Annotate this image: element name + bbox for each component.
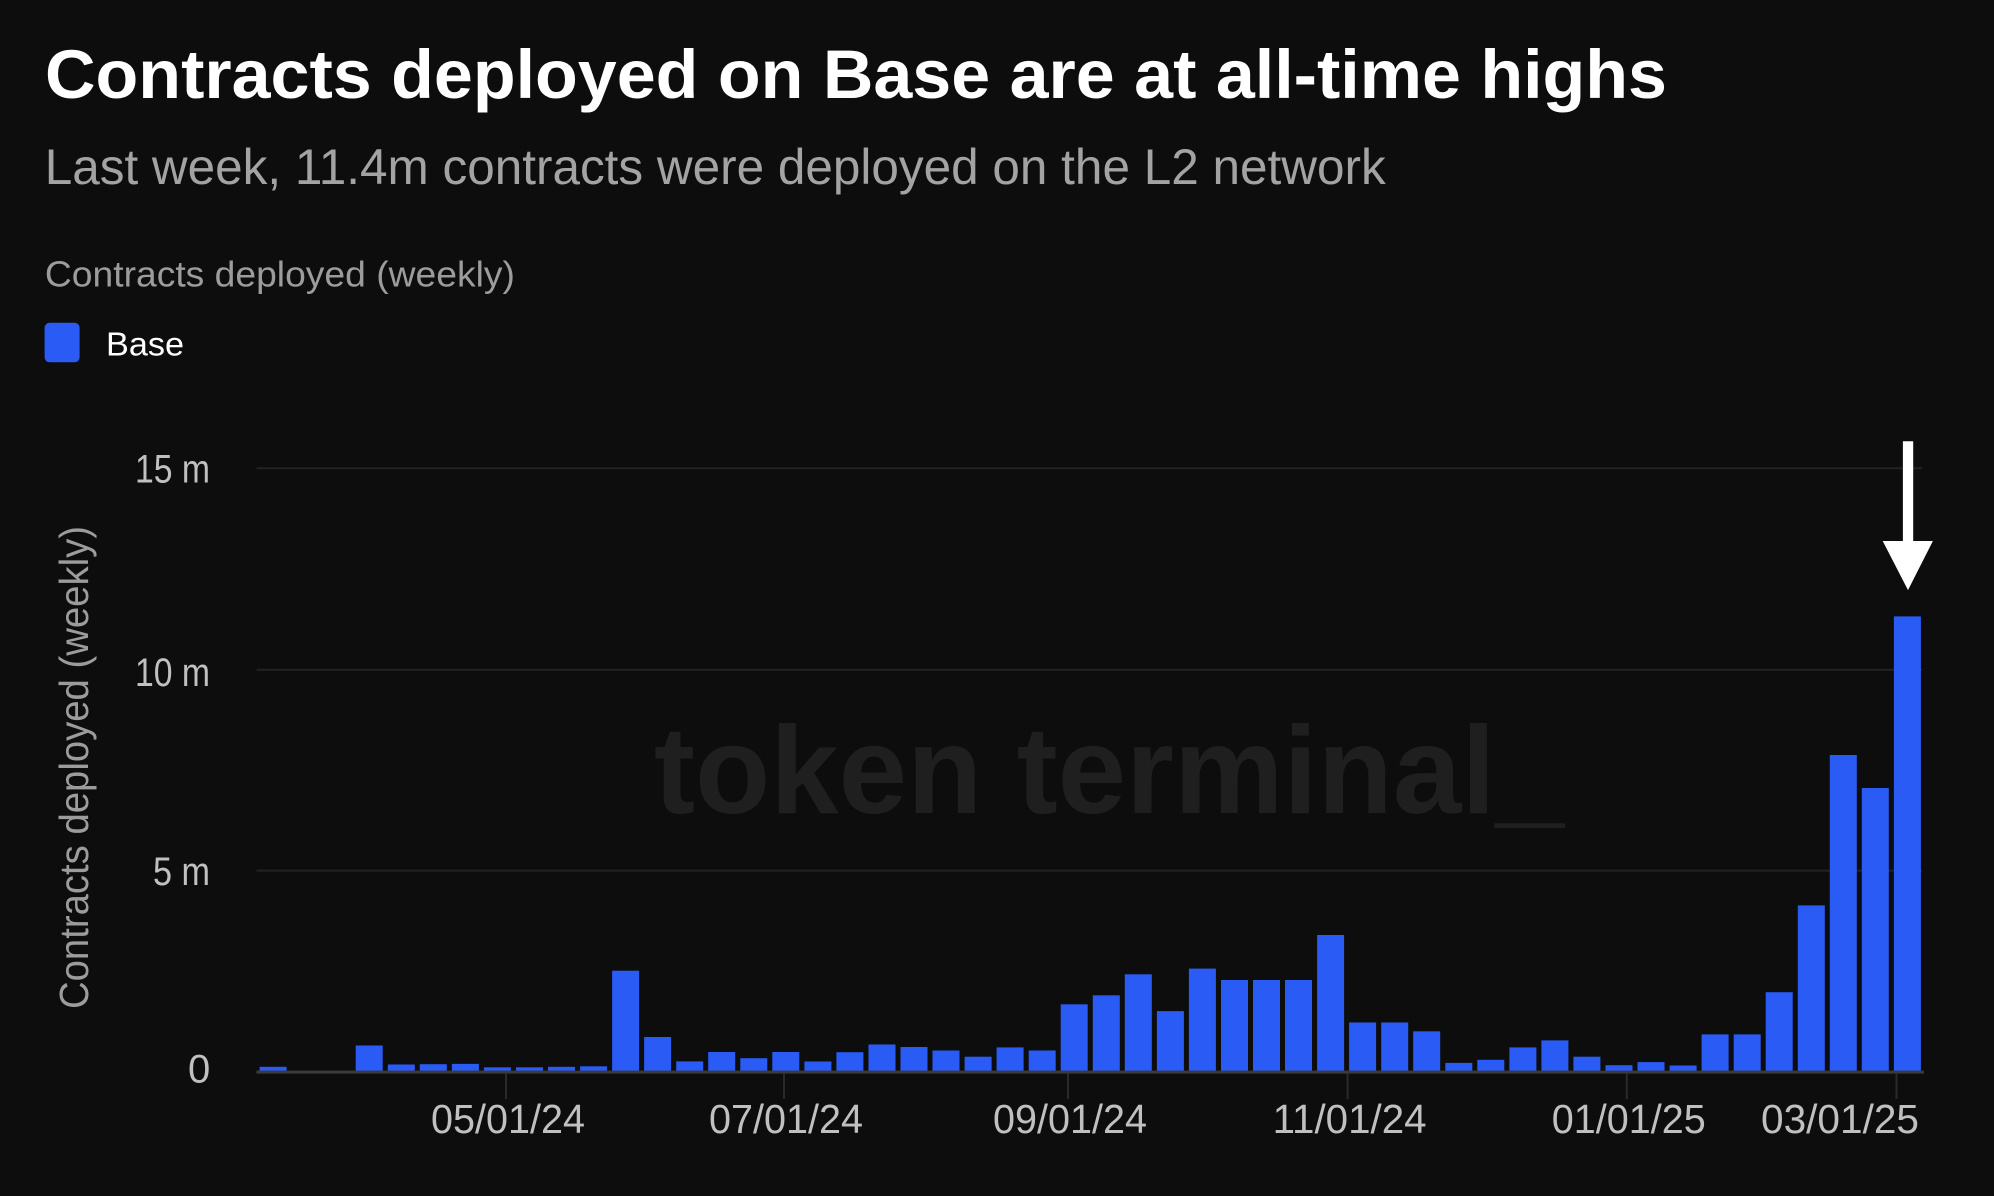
svg-text:Last week, 11.4m contracts wer: Last week, 11.4m contracts were deployed…	[45, 139, 1387, 195]
svg-text:5 m: 5 m	[153, 850, 210, 894]
svg-text:01/01/25: 01/01/25	[1552, 1096, 1706, 1142]
svg-text:Contracts deployed on Base are: Contracts deployed on Base are at all-ti…	[45, 36, 1667, 113]
svg-text:Contracts deployed (weekly): Contracts deployed (weekly)	[51, 526, 97, 1009]
svg-text:15 m: 15 m	[135, 448, 210, 492]
svg-text:11/01/24: 11/01/24	[1273, 1096, 1427, 1142]
svg-text:0: 0	[188, 1048, 210, 1092]
svg-text:09/01/24: 09/01/24	[993, 1096, 1147, 1142]
svg-text:Contracts deployed (weekly): Contracts deployed (weekly)	[45, 254, 515, 295]
svg-text:token terminal_: token terminal_	[654, 702, 1566, 840]
svg-text:05/01/24: 05/01/24	[431, 1096, 585, 1142]
svg-text:03/01/25: 03/01/25	[1761, 1096, 1919, 1142]
svg-text:10 m: 10 m	[135, 651, 210, 695]
svg-text:07/01/24: 07/01/24	[709, 1096, 863, 1142]
svg-text:Base: Base	[106, 326, 184, 363]
